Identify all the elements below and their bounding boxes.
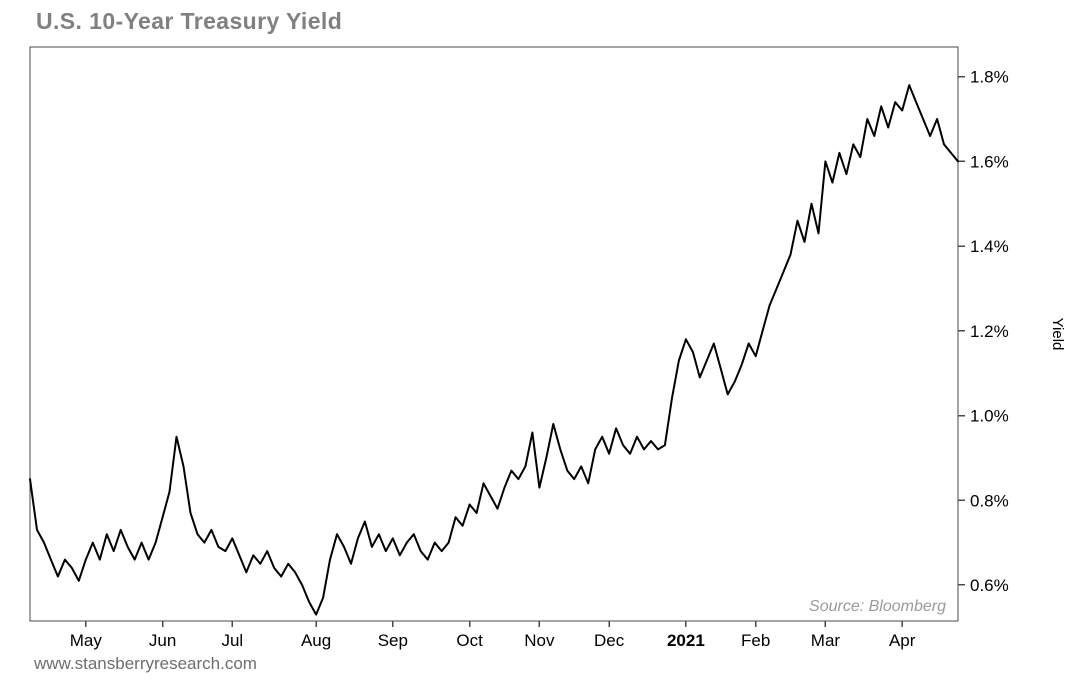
y-tick-label: 1.6%: [970, 152, 1009, 171]
y-tick-label: 0.8%: [970, 491, 1009, 510]
yield-line: [29, 84, 959, 616]
chart-title: U.S. 10-Year Treasury Yield: [36, 8, 343, 34]
line-chart: 0.6% 0.8% 1.0% 1.2% 1.4% 1.6% 1.8% May Jun Jul Aug…: [29, 46, 1066, 650]
x-tick-label: Nov: [524, 631, 555, 650]
x-tick-label: Apr: [889, 631, 916, 650]
y-axis-title: Yield: [1049, 318, 1066, 351]
x-tick-label: Jul: [221, 631, 243, 650]
y-tick-label: 1.4%: [970, 237, 1009, 256]
x-tick-label: May: [70, 631, 103, 650]
y-tick-label: 1.8%: [970, 68, 1009, 87]
y-tick-label: 1.0%: [970, 407, 1009, 426]
x-tick-label: Oct: [456, 631, 483, 650]
source-label: Source: Bloomberg: [809, 598, 946, 615]
x-tick-label: Feb: [741, 631, 770, 650]
y-tick-label: 0.6%: [970, 576, 1009, 595]
website-link: www.stansberryresearch.com: [34, 654, 257, 673]
x-tick-label: Jun: [149, 631, 176, 650]
plot-border: [29, 46, 959, 622]
y-tick-label: 1.2%: [970, 322, 1009, 341]
x-tick-label: Aug: [301, 631, 331, 650]
x-tick-label: Dec: [594, 631, 625, 650]
x-tick-label: Mar: [811, 631, 841, 650]
x-tick-label: 2021: [667, 631, 705, 650]
x-tick-label: Sep: [378, 631, 408, 650]
